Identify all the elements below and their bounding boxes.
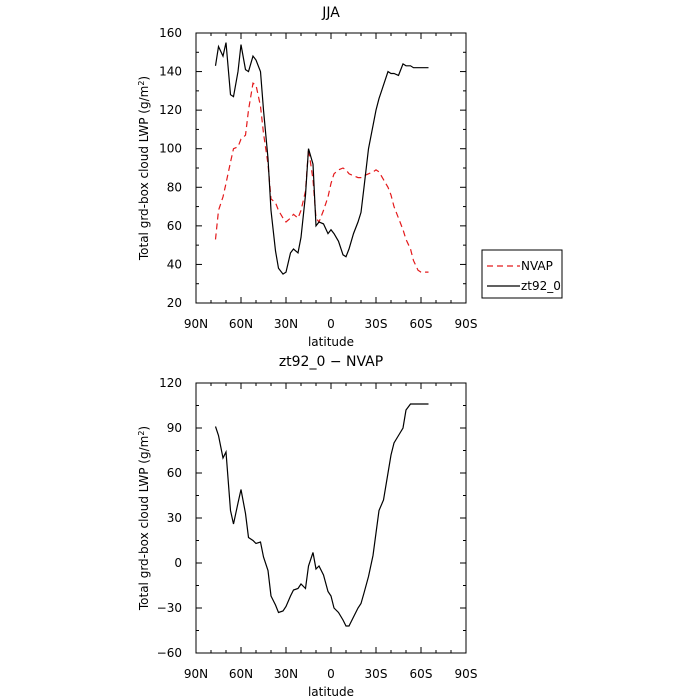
x-tick-label: 90N [184, 667, 208, 681]
series-line-difference [214, 403, 429, 627]
chart-title: JJA [321, 5, 340, 21]
y-axis-label-superscript: 2 [137, 81, 146, 86]
x-tick-label: 90S [455, 317, 478, 331]
x-tick-label: 30N [274, 317, 298, 331]
y-axis-label-end: ) [137, 76, 151, 81]
legend: NVAP zt92_0 [481, 249, 563, 299]
y-tick-label: 100 [159, 142, 182, 156]
y-tick-label: 30 [167, 511, 182, 525]
y-tick-label: 80 [167, 180, 182, 194]
y-tick-label: −60 [157, 646, 182, 660]
chart-title: zt92_0 − NVAP [279, 354, 383, 370]
chart-difference: zt92_0 − NVAP latitude Total grd-box clo… [137, 354, 478, 699]
y-axis-label: Total grd-box cloud LWP (g/m2) [137, 426, 152, 611]
x-tick-label: 30S [365, 667, 388, 681]
y-tick-label: 140 [159, 65, 182, 79]
y-axis-label-superscript: 2 [137, 431, 146, 436]
plot-frame [195, 382, 467, 654]
y-tick-label: 40 [167, 257, 182, 271]
y-tick-label: 20 [167, 296, 182, 310]
series-group [214, 42, 429, 275]
series-line-nvap [214, 82, 429, 273]
y-axis-label-main: Total grd-box cloud LWP (g/m [137, 86, 151, 261]
y-tick-label: 60 [167, 466, 182, 480]
x-tick-label: 30N [274, 667, 298, 681]
x-tick-label: 60S [410, 317, 433, 331]
x-tick-label: 0 [327, 667, 335, 681]
x-tick-label: 90S [455, 667, 478, 681]
x-tick-label: 60S [410, 667, 433, 681]
x-tick-label: 0 [327, 317, 335, 331]
y-axis-label-main: Total grd-box cloud LWP (g/m [137, 436, 151, 611]
plot-frame [195, 32, 467, 304]
y-tick-label: 60 [167, 219, 182, 233]
y-tick-label: 120 [159, 103, 182, 117]
y-axis-label: Total grd-box cloud LWP (g/m2) [137, 76, 152, 261]
chart-jja: JJA latitude Total grd-box cloud LWP (g/… [137, 5, 478, 349]
y-axis-label-end: ) [137, 426, 151, 431]
x-axis-label: latitude [308, 685, 354, 699]
y-tick-label: 120 [159, 376, 182, 390]
legend-label-nvap: NVAP [521, 259, 553, 273]
axis-ticks: 90N 60N 30N 0 30S 60S 90S −60 −30 0 30 60 90 120 [157, 376, 478, 681]
series-group [214, 403, 429, 627]
y-tick-label: 0 [174, 556, 182, 570]
y-tick-label: 90 [167, 421, 182, 435]
x-tick-label: 60N [229, 667, 253, 681]
axis-ticks: 90N 60N 30N 0 30S 60S 90S 20 40 60 80 100 120 140 160 [159, 26, 477, 331]
x-tick-label: 90N [184, 317, 208, 331]
x-axis-label: latitude [308, 335, 354, 349]
y-tick-label: 160 [159, 26, 182, 40]
y-tick-label: −30 [157, 601, 182, 615]
legend-label-zt92: zt92_0 [521, 279, 561, 293]
x-tick-label: 60N [229, 317, 253, 331]
legend-box [481, 249, 563, 299]
series-line-zt92-0 [214, 42, 429, 275]
x-tick-label: 30S [365, 317, 388, 331]
